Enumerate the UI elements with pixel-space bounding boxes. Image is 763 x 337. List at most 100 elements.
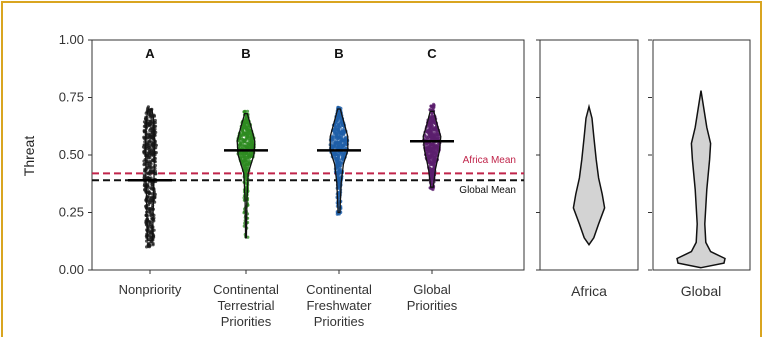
category-label: Continental [306,282,372,297]
data-point [149,187,154,191]
data-point [241,129,245,133]
category-label: Priorities [221,314,272,329]
main-panel: Threat 0.00 0.25 0.50 0.75 1.00 Africa Mean G… [21,32,525,329]
data-point [332,144,336,148]
data-point [336,128,340,132]
data-point [437,135,441,139]
data-point [336,146,340,150]
data-point [336,165,340,169]
violin-outline [329,108,349,214]
data-point [425,152,429,156]
africa-panel-label: Africa [571,283,607,299]
data-point [340,137,344,142]
data-point [147,244,151,248]
data-point [142,135,146,139]
data-point [336,172,340,176]
data-point [428,108,432,112]
data-point [147,151,152,156]
data-point [335,118,339,122]
data-point [148,172,152,176]
data-point [149,119,153,124]
significance-letter: A [145,46,155,61]
data-point [149,240,153,244]
significance-letter: C [427,46,437,61]
violin-outline [236,112,256,239]
data-point [238,152,242,156]
data-point [148,208,152,212]
data-point [427,158,431,162]
data-point [343,143,347,147]
data-point [338,167,342,171]
y-tick-label: 0.25 [59,205,84,220]
data-point [434,130,438,134]
data-point [148,139,152,143]
data-point [148,169,152,173]
category-label: Priorities [407,298,458,313]
data-point [425,129,429,133]
global-panel-label: Global [681,283,721,299]
data-point [148,128,152,133]
y-tick-label: 0.50 [59,147,84,162]
category-label: Freshwater [306,298,372,313]
y-tick-label: 1.00 [59,32,84,47]
africa-panel: Africa [536,39,639,299]
significance-letter: B [241,46,250,61]
violin-outline [144,108,156,241]
data-point [242,125,246,129]
y-tick-label: 0.00 [59,262,84,277]
data-point [237,143,242,147]
reference-line-label: Global Mean [459,185,516,196]
data-point [245,109,250,113]
data-point [431,154,435,158]
data-point [149,210,153,214]
data-point [428,119,432,123]
y-axis-label: Threat [21,136,37,177]
data-point [246,141,250,145]
data-point [244,158,248,162]
data-point [429,146,433,151]
category-label: Priorities [314,314,365,329]
data-point [336,154,341,158]
data-point [333,156,337,160]
data-point [335,141,339,145]
data-point [430,111,434,115]
data-point [340,121,344,126]
data-point [336,162,340,166]
data-point [429,122,433,127]
data-point [432,103,436,107]
data-point [148,113,152,117]
data-point [241,143,245,147]
data-point [154,143,158,147]
significance-letter: B [334,46,343,61]
data-point [334,139,339,143]
data-point [146,166,150,170]
data-point [336,124,340,128]
y-tick-label: 0.75 [59,90,84,105]
data-point [142,159,146,163]
data-point [431,187,435,192]
data-point [247,156,252,160]
data-point [149,135,153,140]
data-point [243,138,247,142]
data-point [151,243,155,247]
data-point [147,220,151,224]
violin-outline [422,110,442,188]
data-point [343,137,347,141]
data-point [247,138,251,142]
data-point [148,191,152,195]
data-point [428,134,432,138]
category-group: A Nonpriority [119,46,182,297]
data-point [434,136,438,140]
category-label: Global [413,282,451,297]
data-point [243,156,247,160]
category-label: Nonpriority [119,282,182,297]
data-point [429,169,433,173]
data-point [243,165,247,169]
data-point [251,141,255,145]
